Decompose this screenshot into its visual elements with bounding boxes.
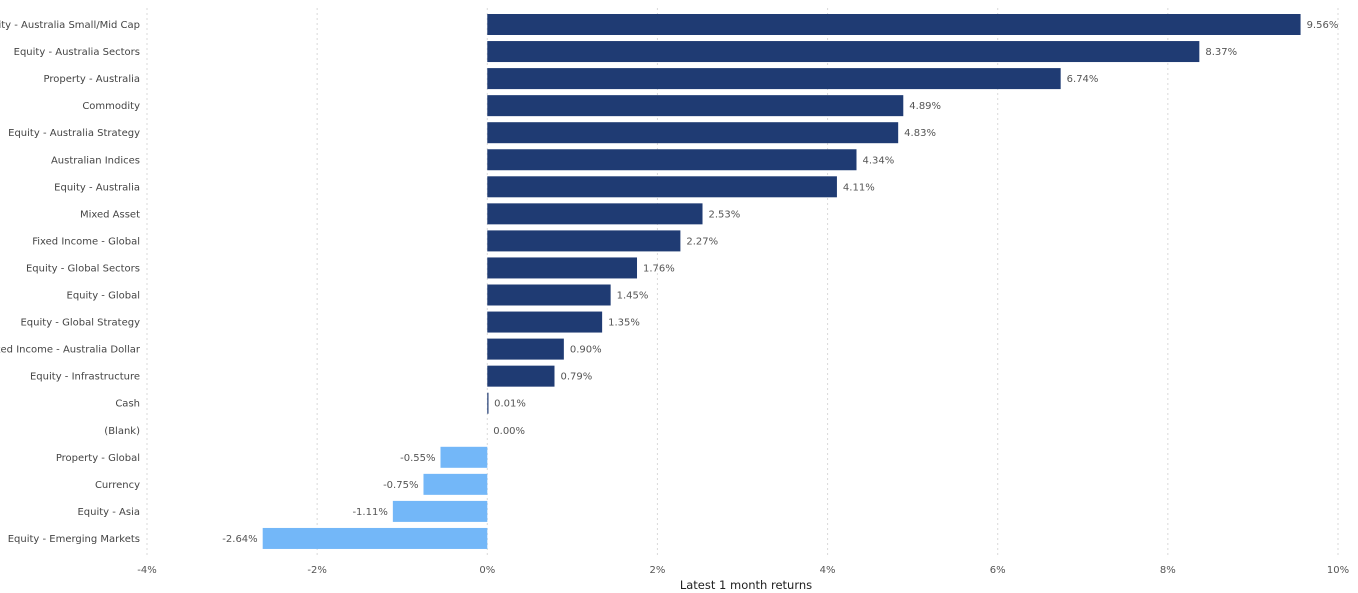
data-label: 8.37%	[1205, 47, 1237, 58]
bar	[262, 527, 488, 549]
x-tick-label: -2%	[307, 565, 326, 576]
category-label: Property - Global	[56, 453, 140, 464]
data-label: 0.01%	[494, 399, 526, 410]
data-label: -0.75%	[383, 480, 418, 491]
bar	[392, 500, 488, 522]
bar	[487, 257, 638, 279]
x-tick-label: 10%	[1327, 565, 1349, 576]
data-label: 4.11%	[843, 182, 875, 193]
bar	[487, 122, 899, 144]
category-label: (Blank)	[104, 426, 140, 437]
bar	[440, 446, 488, 468]
data-label: 4.83%	[904, 128, 936, 139]
data-label: 2.53%	[709, 209, 741, 220]
bar	[487, 68, 1061, 90]
category-label: Equity - Global Strategy	[20, 318, 140, 329]
bar	[423, 473, 488, 495]
x-axis-title: Latest 1 month returns	[680, 578, 812, 592]
category-label: Fixed Income - Australia Dollar	[0, 345, 141, 356]
x-axis-ticks: -4% -2% 0% 2% 4% 6% 8% 10%	[137, 565, 1349, 576]
data-label: 1.76%	[643, 263, 675, 274]
data-label: 9.56%	[1307, 20, 1339, 31]
category-label: Australian Indices	[51, 155, 140, 166]
bar	[487, 392, 489, 414]
category-label: Commodity	[82, 101, 140, 112]
category-label: Fixed Income - Global	[32, 236, 140, 247]
category-label: Currency	[95, 480, 140, 491]
data-label: 2.27%	[686, 236, 718, 247]
category-label: Equity - Infrastructure	[30, 372, 140, 383]
x-tick-label: 6%	[990, 565, 1006, 576]
data-label: 4.34%	[862, 155, 894, 166]
data-label: 0.79%	[560, 372, 592, 383]
bar	[487, 338, 564, 360]
data-label: -0.55%	[400, 453, 435, 464]
x-tick-label: 0%	[479, 565, 495, 576]
category-label: Mixed Asset	[80, 209, 140, 220]
category-label: Equity - Global Sectors	[26, 263, 140, 274]
bar	[487, 284, 611, 306]
bars	[262, 14, 1301, 549]
category-label: Property - Australia	[43, 74, 140, 85]
data-label: 1.35%	[608, 318, 640, 329]
category-labels: Equity - Australia Small/Mid Cap Equity -…	[0, 20, 141, 545]
data-label: 0.00%	[493, 426, 525, 437]
data-label: -2.64%	[222, 534, 257, 545]
category-label: Equity - Global	[67, 291, 141, 302]
category-label: Cash	[115, 399, 140, 410]
data-label: 0.90%	[570, 345, 602, 356]
x-tick-label: 2%	[649, 565, 665, 576]
category-label: Equity - Emerging Markets	[8, 534, 140, 545]
category-label: Equity - Australia Small/Mid Cap	[0, 20, 140, 31]
bar	[487, 176, 837, 198]
category-label: Equity - Australia Sectors	[14, 47, 140, 58]
bar	[487, 95, 904, 117]
data-label: 6.74%	[1067, 74, 1099, 85]
data-label: 4.89%	[909, 101, 941, 112]
x-tick-label: 4%	[820, 565, 836, 576]
category-label: Equity - Australia	[54, 182, 140, 193]
bar	[487, 230, 681, 252]
bar	[487, 149, 857, 171]
bar	[487, 203, 703, 225]
bar	[487, 365, 555, 387]
bar	[487, 14, 1301, 35]
x-tick-label: -4%	[137, 565, 156, 576]
value-labels: 9.56% 8.37% 6.74% 4.89% 4.83% 4.34% 4.11% 2.53%…	[222, 20, 1338, 545]
data-label: 1.45%	[617, 291, 649, 302]
bar	[487, 41, 1200, 63]
gridlines	[146, 8, 1339, 556]
category-label: Equity - Asia	[77, 507, 140, 518]
x-tick-label: 8%	[1160, 565, 1176, 576]
bar	[487, 311, 603, 333]
category-label: Equity - Australia Strategy	[8, 128, 140, 139]
data-label: -1.11%	[352, 507, 387, 518]
